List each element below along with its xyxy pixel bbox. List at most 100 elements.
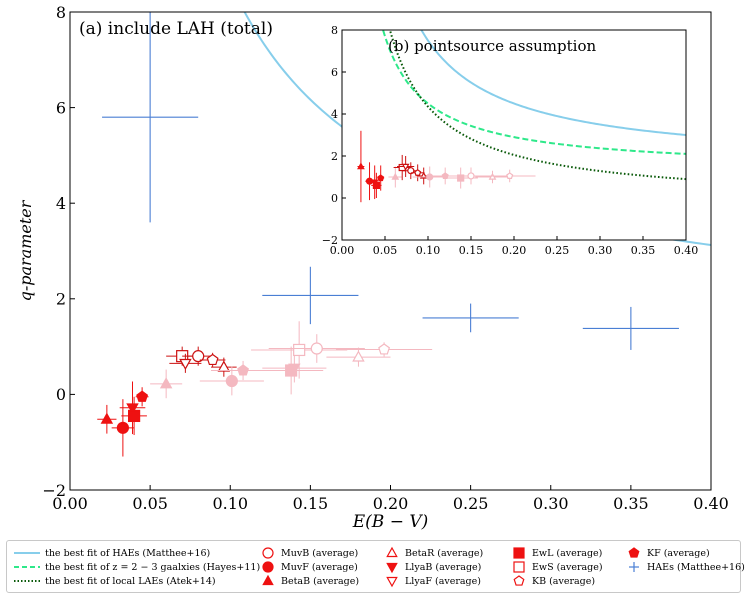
- inset-background: [342, 30, 686, 240]
- main-xtick-label: 0.30: [533, 494, 569, 513]
- main-data-point: [199, 352, 226, 368]
- legend-swatch: [513, 575, 525, 586]
- legend-marker: [386, 576, 398, 588]
- legend-label: the best fit of z = 2 − 3 gaalxies (Haye…: [45, 561, 261, 573]
- legend-label: KB (average): [532, 575, 596, 587]
- inset-xtick-label: 0.10: [416, 244, 441, 257]
- main-data-point: [150, 369, 183, 399]
- inset-title: (b) pointsource assumption: [388, 37, 596, 55]
- inset-data-point: [377, 165, 385, 191]
- main-hae-point: [102, 12, 199, 223]
- legend-item: the best fit of HAEs (Matthee+16): [13, 546, 210, 560]
- main-data-point: [336, 342, 433, 357]
- point-marker-16: [310, 342, 323, 355]
- legend-label: EwL (average): [532, 547, 603, 559]
- inset-ytick-label: 2: [331, 150, 338, 163]
- main-data-point: [211, 357, 237, 377]
- legend-label: BetaR (average): [405, 547, 484, 559]
- point-marker-3: [128, 409, 141, 423]
- inset-curve-0: [420, 30, 686, 136]
- point-marker-1: [116, 421, 129, 434]
- point-marker-14: [288, 363, 301, 375]
- inset-xtick-label: 0.35: [631, 244, 656, 257]
- main-data-point: [182, 346, 215, 366]
- main-data-point: [135, 387, 149, 407]
- main-data-point: [326, 347, 391, 367]
- legend-marker: [629, 562, 639, 572]
- legend-item: BetaR (average): [383, 546, 483, 560]
- legend-item: KF (average): [625, 546, 710, 560]
- legend-label: MuvF (average): [281, 561, 358, 573]
- legend-swatch: [386, 562, 398, 574]
- legend-item: KB (average): [510, 574, 595, 588]
- inset-plot-area: [357, 30, 686, 203]
- point-marker-0: [357, 162, 365, 170]
- legend-marker: [386, 546, 398, 558]
- legend-item: the best fit of z = 2 − 3 gaalxies (Haye…: [13, 560, 260, 574]
- main-hae-point: [262, 266, 359, 325]
- inset-data-point: [475, 170, 510, 184]
- main-xtick-label: 0.40: [693, 494, 729, 513]
- legend-marker: [513, 561, 525, 573]
- inset-data-point: [397, 156, 415, 177]
- point-marker-10: [217, 360, 231, 372]
- legend-swatch: [262, 574, 274, 586]
- inset-xtick-label: 0.40: [674, 244, 699, 257]
- legend-marker: [386, 562, 398, 574]
- inset-xtick-label: 0.20: [502, 244, 527, 257]
- point-marker-9: [414, 169, 422, 176]
- main-ytick-label: 8: [56, 3, 66, 22]
- main-xtick-label: 0.05: [132, 494, 168, 513]
- legend-marker: [513, 575, 525, 586]
- point-marker-7: [179, 358, 192, 371]
- legend-item: EwL (average): [510, 546, 602, 560]
- point-marker-8: [192, 350, 205, 363]
- main-xtick-label: 0.15: [293, 494, 329, 513]
- main-ytick-label: 6: [56, 98, 66, 117]
- main-title: (a) include LAH (total): [79, 19, 273, 39]
- inset-ytick-label: −2: [322, 234, 338, 247]
- inset-xtick-label: 0.00: [330, 244, 355, 257]
- point-marker-15: [293, 343, 306, 357]
- main-data-point: [121, 396, 147, 436]
- legend-swatch: [629, 562, 639, 572]
- point-marker-18: [378, 343, 391, 355]
- point-marker-16: [506, 172, 514, 179]
- legend-label: LlyaB (average): [405, 561, 482, 573]
- legend-item: BetaB (average): [259, 574, 359, 588]
- legend-swatch: [386, 576, 398, 588]
- legend-swatch: [14, 552, 40, 554]
- point-marker-5: [159, 377, 173, 389]
- legend-swatch: [262, 561, 274, 573]
- point-marker-1: [365, 177, 374, 185]
- point-marker-4: [136, 390, 149, 402]
- point-marker-8: [407, 167, 415, 175]
- point-marker-11: [225, 374, 238, 388]
- y-axis-label: q-parameter: [16, 199, 35, 301]
- point-marker-15: [488, 172, 497, 180]
- point-marker-14: [467, 172, 475, 180]
- point-marker-11: [426, 173, 434, 181]
- main-data-point: [262, 353, 327, 383]
- legend-item: the best fit of local LAEs (Atek+14): [13, 574, 216, 588]
- point-marker-12: [237, 364, 250, 376]
- main-hae-point: [422, 303, 519, 333]
- inset-ytick-label: 8: [331, 24, 338, 37]
- main-ytick-label: −2: [42, 481, 66, 500]
- inset-xtick-label: 0.15: [459, 244, 484, 257]
- main-xtick-label: 0.20: [373, 494, 409, 513]
- legend-marker: [628, 547, 640, 558]
- legend-swatch: [262, 547, 274, 559]
- legend-marker: [262, 561, 274, 573]
- inset-data-point: [371, 172, 382, 198]
- legend-label: HAEs (Matthee+16): [647, 561, 745, 573]
- main-data-point: [97, 404, 117, 434]
- legend-marker: [262, 574, 274, 586]
- inset-data-point: [357, 130, 365, 203]
- x-axis-label: E(B − V): [352, 512, 429, 532]
- point-marker-9: [206, 353, 219, 366]
- inset-data-point: [410, 164, 425, 182]
- inset-panel: 0.00 0.05 0.10 0.15 0.20 0.25 0.30 0.35 0.40 −2 0 2…: [322, 24, 699, 257]
- inset-xtick-label: 0.25: [545, 244, 570, 257]
- main-data-point: [119, 381, 146, 435]
